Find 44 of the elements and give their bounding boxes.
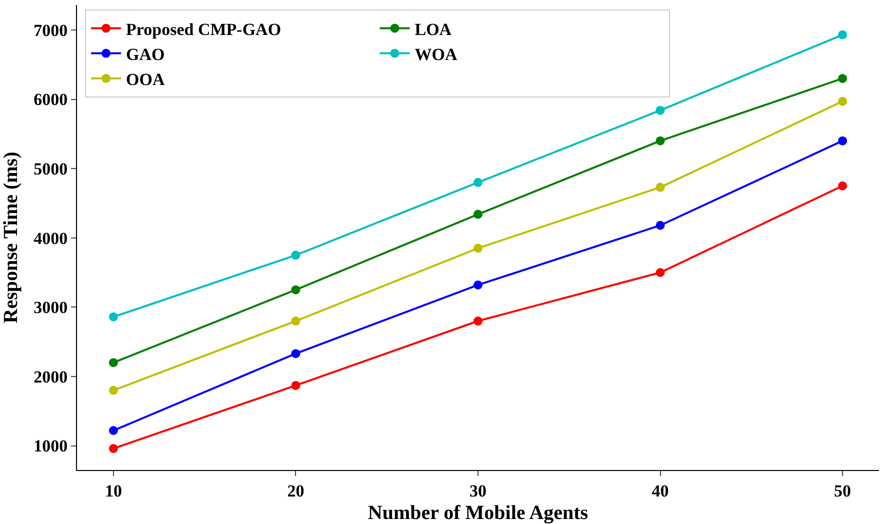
legend-label: WOA — [414, 44, 458, 64]
point — [108, 358, 118, 368]
y-tick-label: 5000 — [34, 160, 68, 178]
point — [291, 349, 300, 358]
point — [474, 280, 482, 290]
y-tick-label: 6000 — [34, 90, 68, 110]
y-axis-title: Response Time (ms) — [0, 152, 22, 324]
x-tick-label: 50 — [834, 481, 852, 500]
y-tick-label: 7000 — [34, 20, 68, 40]
point — [656, 106, 665, 115]
point — [656, 182, 665, 192]
point — [291, 316, 300, 326]
y-tick-label: 1000 — [34, 436, 68, 456]
point — [291, 380, 300, 390]
point — [656, 136, 665, 146]
legend-label: GAO — [126, 44, 165, 64]
point — [838, 30, 848, 40]
point — [474, 178, 482, 187]
point — [108, 386, 118, 395]
point — [656, 220, 665, 230]
legend-label: Proposed CMP-GAO — [126, 20, 282, 39]
y-tick-label: 2000 — [34, 367, 68, 386]
x-tick-label: 20 — [287, 481, 304, 500]
point — [838, 181, 848, 190]
point — [108, 444, 118, 454]
legend-label: LOA — [414, 20, 452, 39]
point — [291, 250, 300, 260]
point — [108, 312, 118, 322]
x-tick-label: 30 — [470, 481, 486, 500]
x-tick-label: 40 — [652, 481, 669, 500]
point — [474, 210, 482, 219]
point — [838, 96, 848, 106]
point — [838, 74, 848, 83]
point — [656, 268, 665, 277]
point — [474, 244, 482, 253]
legend-label: OOA — [126, 70, 166, 90]
x-axis-title: Number of Mobile Agents — [368, 502, 588, 524]
point — [474, 316, 482, 326]
y-tick-label: 4000 — [34, 228, 68, 248]
x-tick-label: 10 — [104, 481, 122, 500]
point — [108, 426, 118, 435]
y-tick-label: 3000 — [34, 298, 68, 318]
point — [291, 285, 300, 294]
point — [838, 136, 848, 146]
